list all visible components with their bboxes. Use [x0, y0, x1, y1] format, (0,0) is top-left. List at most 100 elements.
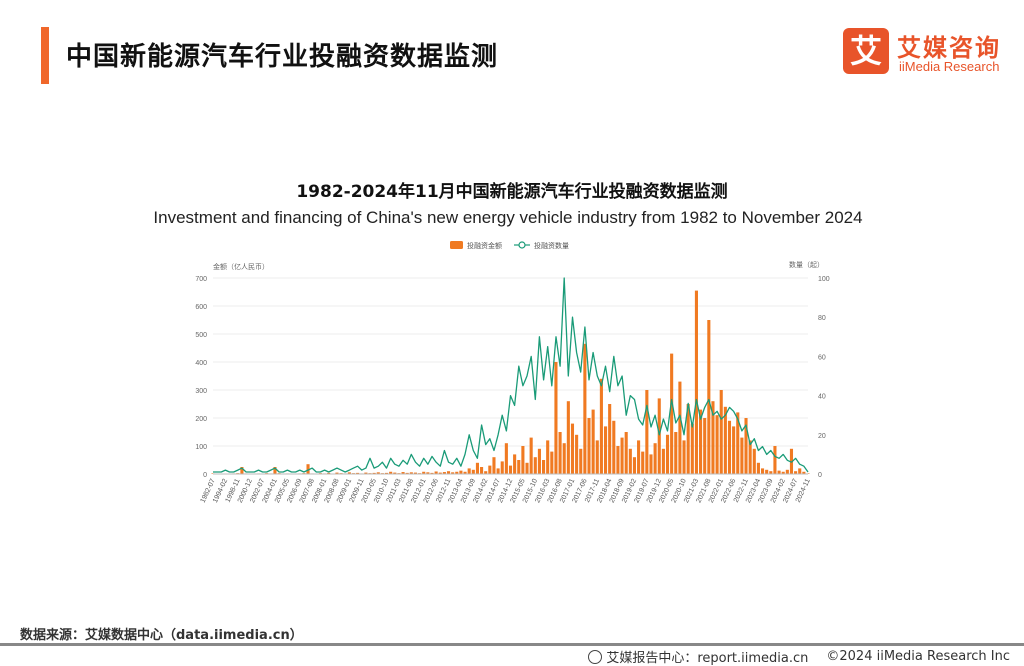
footer-divider [0, 643, 1024, 646]
amount-bar [632, 457, 637, 474]
amount-bar [430, 472, 434, 474]
amount-bar [637, 440, 641, 474]
amount-bar [451, 472, 455, 474]
amount-bar [682, 440, 686, 474]
amount-bar [665, 434, 670, 474]
amount-bar [273, 467, 277, 474]
amount-bar [372, 472, 376, 474]
footer: 艾媒报告中心：report.iimedia.cn ©2024 iiMedia R… [588, 647, 1010, 666]
amount-bar [347, 472, 351, 474]
y-left-axis-label: 金额（亿人民币） [213, 262, 269, 271]
amount-bar [558, 432, 562, 474]
y-left-tick-label: 200 [195, 416, 207, 423]
amount-bar [508, 465, 513, 474]
amount-bar [542, 460, 546, 474]
amount-bar [401, 472, 405, 474]
amount-bar [525, 462, 529, 474]
amount-bar [504, 443, 508, 474]
logo-cn-text: 艾媒咨询 [897, 34, 1001, 62]
amount-bar [405, 472, 409, 474]
amount-bar [488, 465, 492, 474]
amount-bar [335, 472, 339, 474]
chart-subtitle: Investment and financing of China's new … [153, 208, 863, 227]
report-link[interactable]: 艾媒报告中心：report.iimedia.cn [588, 647, 808, 666]
legend-line-marker [518, 241, 526, 249]
y-left-tick-label: 400 [195, 360, 207, 367]
amount-bar [641, 451, 645, 474]
y-right-tick-label: 60 [818, 354, 826, 361]
amount-bar [517, 460, 521, 474]
chart-title: 1982-2024年11月中国新能源汽车行业投融资数据监测 [296, 182, 728, 202]
data-source: 数据来源：艾媒数据中心（data.iimedia.cn） [20, 628, 303, 643]
amount-bar [777, 470, 781, 474]
y-right-axis-label: 数量（起） [789, 260, 824, 269]
amount-bar [736, 412, 740, 474]
amount-bar [740, 437, 744, 474]
y-right-tick-label: 80 [818, 315, 826, 322]
legend-bar-label: 投融资金额 [467, 241, 502, 250]
amount-bar [562, 443, 566, 474]
amount-bar [624, 432, 628, 474]
amount-bar [537, 448, 541, 474]
amount-bar [484, 471, 488, 474]
amount-bar [760, 468, 765, 474]
title-accent-bar [41, 27, 49, 84]
amount-bar [521, 446, 525, 474]
amount-bar [703, 418, 707, 474]
amount-bar [533, 457, 537, 474]
amount-bar [723, 406, 727, 474]
amount-bar [781, 471, 785, 474]
y-right-tick-label: 0 [818, 472, 822, 479]
amount-bar [566, 401, 570, 474]
amount-bar [603, 426, 608, 474]
amount-bar [356, 472, 360, 474]
amount-bar [798, 468, 802, 474]
amount-bar [413, 472, 418, 474]
logo-en-text: iiMedia Research [899, 59, 1000, 74]
amount-bar [475, 462, 479, 474]
amount-bar [587, 418, 591, 474]
amount-bar [554, 362, 558, 474]
amount-bar [446, 471, 451, 474]
amount-bar [732, 426, 736, 474]
amount-bar [802, 471, 806, 474]
copyright: ©2024 iiMedia Research Inc [826, 649, 1010, 664]
globe-icon [588, 650, 603, 664]
page-title: 中国新能源汽车行业投融资数据监测 [66, 42, 499, 72]
amount-bar [773, 446, 777, 474]
amount-bar [694, 290, 698, 474]
amount-bar [426, 472, 430, 474]
amount-bar [579, 448, 583, 474]
y-right-tick-label: 100 [818, 276, 830, 283]
amount-bar [306, 464, 310, 474]
y-left-tick-label: 700 [195, 276, 207, 283]
amount-bar [467, 468, 471, 474]
amount-bar [438, 472, 442, 474]
amount-bar [500, 461, 504, 474]
amount-bar [719, 390, 723, 474]
y-left-tick-label: 100 [195, 444, 207, 451]
amount-bar [744, 418, 748, 474]
amount-bar [384, 472, 389, 474]
amount-bar [612, 420, 616, 474]
amount-bar [690, 423, 694, 474]
amount-bar [628, 448, 632, 474]
report-text: 艾媒报告中心：report.iimedia.cn [606, 651, 809, 666]
y-right-tick-label: 20 [818, 433, 826, 440]
amount-bar [727, 420, 732, 474]
y-left-tick-label: 500 [195, 332, 207, 339]
amount-bar [620, 437, 624, 474]
amount-bar [699, 409, 703, 474]
amount-bar [711, 401, 715, 474]
amount-bar [616, 446, 620, 474]
amount-bar [496, 468, 500, 474]
amount-bar [389, 471, 393, 474]
amount-bar [422, 471, 426, 474]
amount-bar [434, 471, 438, 474]
amount-bar [327, 472, 331, 474]
amount-bar [393, 472, 397, 474]
amount-bar [546, 440, 550, 474]
amount-bar [492, 457, 496, 474]
amount-bar [583, 343, 587, 474]
amount-bar [769, 471, 773, 474]
